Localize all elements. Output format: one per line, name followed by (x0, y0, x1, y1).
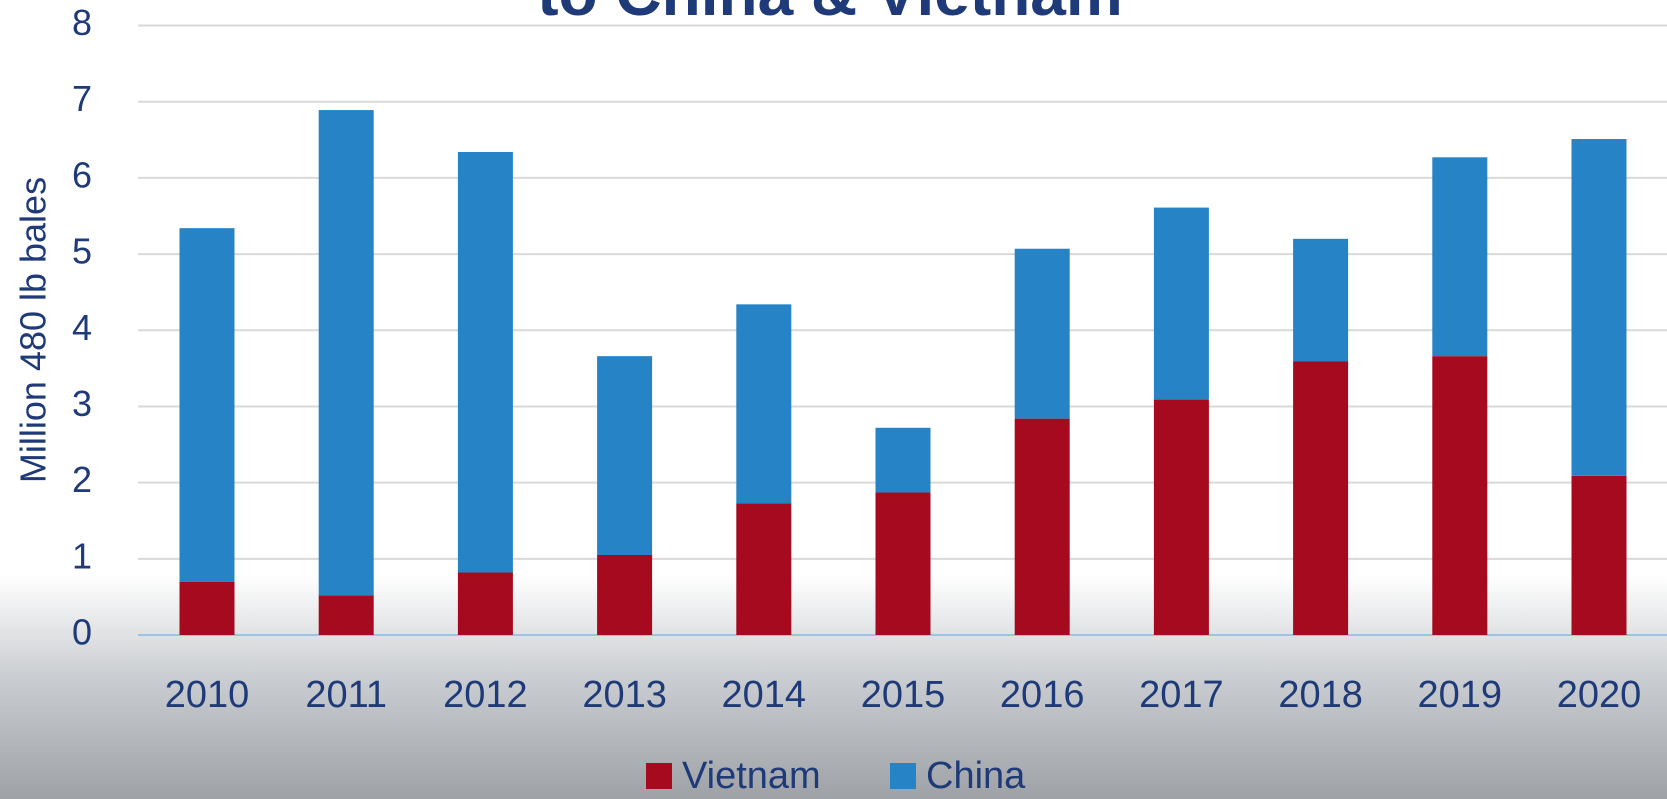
bar-segment (736, 304, 791, 503)
x-tick-label: 2014 (722, 674, 807, 716)
bar-segment (1154, 208, 1209, 400)
y-tick-label: 1 (72, 535, 92, 576)
bar-segment (1572, 476, 1627, 635)
y-tick-label: 4 (72, 307, 92, 348)
x-tick-label: 2020 (1557, 674, 1642, 716)
bar-segment (319, 110, 374, 595)
bar-segment (180, 582, 235, 635)
x-tick-label: 2011 (305, 674, 387, 716)
legend-label: China (926, 755, 1026, 797)
x-tick-label: 2018 (1278, 674, 1363, 716)
bar-segment (1432, 157, 1487, 356)
y-tick-label: 5 (72, 231, 92, 272)
y-tick-label: 2 (72, 459, 92, 500)
bar-segment (180, 228, 235, 582)
bar-segment (458, 152, 513, 573)
x-tick-label: 2017 (1139, 674, 1224, 716)
bar-segment (319, 595, 374, 635)
x-tick-label: 2015 (861, 674, 946, 716)
bar-segment (1293, 239, 1348, 362)
bar-segment (1572, 139, 1627, 476)
bar-segment (1154, 400, 1209, 635)
bar-segment (597, 555, 652, 635)
y-tick-label: 3 (72, 383, 92, 424)
y-tick-label: 0 (72, 612, 92, 653)
page: {"chart_data": {"type": "bar", "stacked"… (0, 0, 1667, 799)
y-tick-label: 7 (72, 78, 92, 119)
x-tick-label: 2013 (582, 674, 667, 716)
bar-segment (458, 573, 513, 635)
bar-segment (1015, 419, 1070, 635)
bar-segment (1015, 249, 1070, 419)
bar-segment (876, 428, 931, 493)
legend-swatch (646, 763, 672, 789)
x-tick-label: 2019 (1418, 674, 1503, 716)
y-axis-label: Million 480 lb bales (13, 177, 54, 483)
bar-segment (876, 493, 931, 635)
bar-segment (1293, 361, 1348, 635)
x-tick-label: 2016 (1000, 674, 1085, 716)
y-tick-label: 6 (72, 154, 92, 195)
x-tick-label: 2010 (165, 674, 250, 716)
legend-label: Vietnam (682, 755, 821, 797)
y-tick-label: 8 (72, 2, 92, 43)
legend-swatch (890, 763, 916, 789)
bar-segment (597, 356, 652, 555)
bar-segment (736, 503, 791, 635)
bar-segment (1432, 356, 1487, 635)
chart: to China & Vietnam Million 480 lb bales … (0, 0, 1667, 799)
x-tick-label: 2012 (443, 674, 528, 716)
